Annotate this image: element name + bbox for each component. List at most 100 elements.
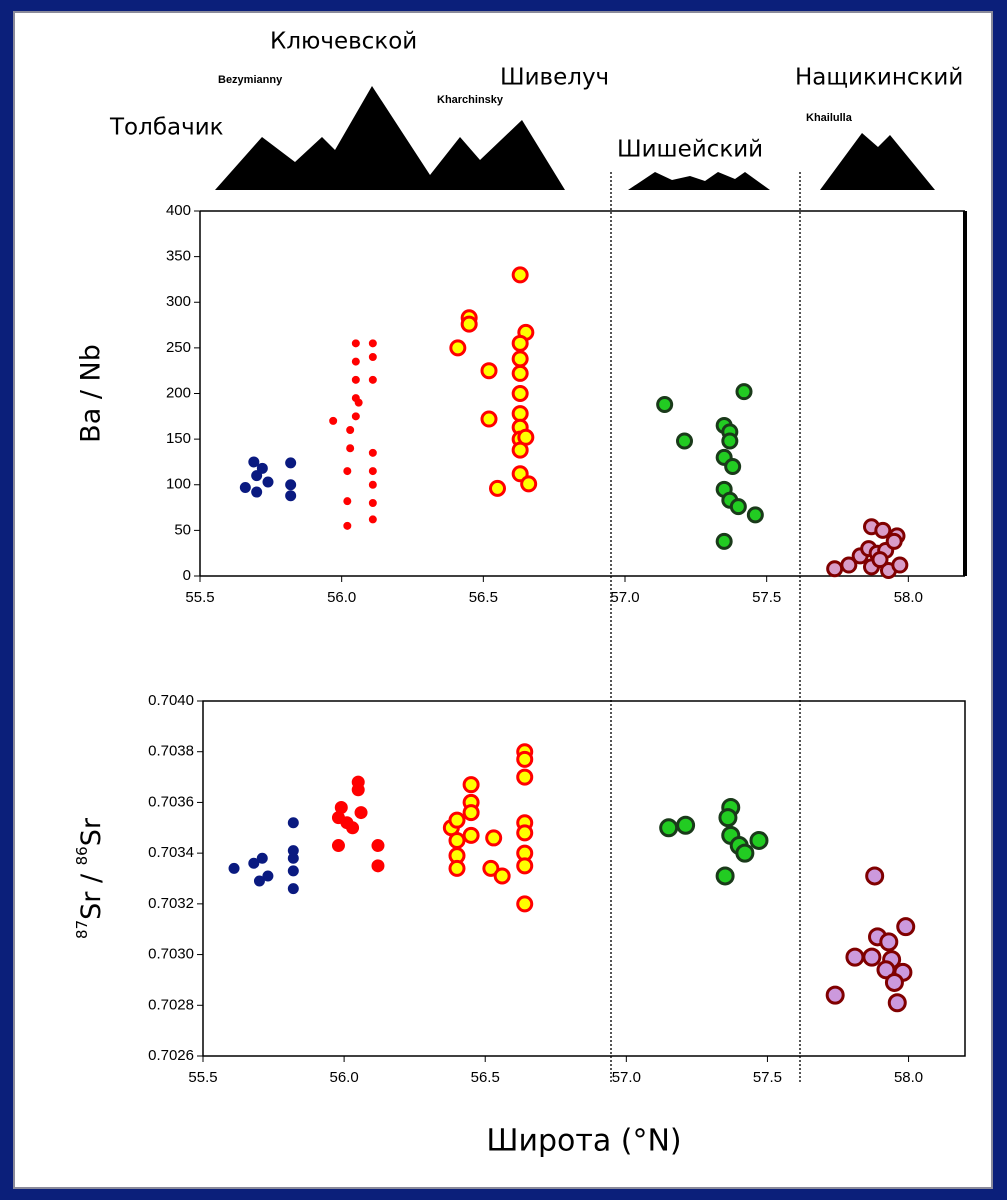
x-tick-label: 57.5 <box>753 1069 782 1086</box>
data-point <box>887 993 907 1013</box>
element-symbol: Sr / <box>76 865 107 920</box>
data-point <box>248 456 260 468</box>
data-point <box>826 560 844 578</box>
data-point <box>253 875 265 887</box>
data-point <box>516 768 534 786</box>
data-point <box>287 817 299 829</box>
data-point <box>343 521 352 530</box>
volcano-label: Нащикинский <box>795 65 963 91</box>
volcano-silhouette <box>628 172 770 190</box>
data-point <box>489 479 506 497</box>
data-point <box>493 867 511 885</box>
data-point <box>845 947 865 967</box>
data-point <box>879 932 899 952</box>
data-point <box>511 364 529 382</box>
data-point <box>825 985 845 1005</box>
y-tick-label: 250 <box>166 339 191 356</box>
data-point <box>724 458 742 475</box>
data-point <box>351 339 360 348</box>
data-point <box>448 831 466 849</box>
y-tick-label: 0.7034 <box>148 844 194 861</box>
data-point <box>462 804 480 822</box>
data-point <box>516 895 534 913</box>
data-point <box>865 866 885 886</box>
element-symbol: Sr <box>76 817 107 846</box>
x-tick-label: 58.0 <box>894 589 923 606</box>
y-tick-label: 0 <box>183 567 191 584</box>
data-point <box>840 556 858 574</box>
data-point <box>659 818 679 838</box>
data-point <box>676 815 696 835</box>
data-point <box>343 497 352 506</box>
data-point <box>516 750 534 768</box>
data-point <box>715 866 735 886</box>
x-tick-label: 57.0 <box>610 589 639 606</box>
data-point <box>462 826 480 844</box>
data-point <box>746 506 764 524</box>
y-axis-label: 87Sr / 86Sr <box>73 817 107 939</box>
data-point <box>329 416 338 425</box>
y-tick-label: 300 <box>166 293 191 310</box>
data-point <box>862 947 882 967</box>
data-point <box>482 859 500 877</box>
data-point <box>346 426 355 434</box>
volcano-label: Шишейский <box>617 137 763 163</box>
volcano-label: Khailulla <box>806 112 853 124</box>
data-point <box>368 448 377 457</box>
y-tick-label: 50 <box>174 521 191 538</box>
x-tick-label: 55.5 <box>188 1069 217 1086</box>
data-point <box>884 972 904 992</box>
data-point <box>351 357 360 366</box>
data-point <box>346 444 355 453</box>
data-point <box>511 334 529 352</box>
data-point <box>285 490 297 502</box>
data-point <box>256 852 268 864</box>
data-point <box>371 859 385 873</box>
data-point <box>368 375 377 384</box>
data-point <box>368 515 377 524</box>
data-point <box>251 470 263 482</box>
y-tick-label: 0.7026 <box>148 1047 194 1064</box>
data-point <box>749 830 769 850</box>
data-point <box>334 801 348 814</box>
data-point <box>885 532 903 550</box>
x-axis-label: Широта (°N) <box>486 1124 681 1159</box>
x-tick-label: 56.0 <box>330 1069 359 1086</box>
x-tick-label: 56.0 <box>327 589 356 606</box>
data-point <box>228 862 240 874</box>
y-tick-label: 0.7040 <box>148 692 194 709</box>
data-point <box>449 339 467 357</box>
data-point <box>871 551 889 569</box>
data-point <box>287 865 299 877</box>
data-point <box>331 839 345 853</box>
data-point <box>511 266 529 284</box>
data-point <box>343 467 352 476</box>
x-tick-label: 57.0 <box>612 1069 641 1086</box>
y-tick-label: 200 <box>166 384 191 401</box>
y-tick-label: 350 <box>166 248 191 265</box>
volcano-silhouette <box>215 86 565 190</box>
data-point <box>351 412 360 421</box>
y-tick-label: 0.7036 <box>148 793 194 810</box>
data-point <box>516 824 534 842</box>
data-point <box>520 475 538 493</box>
data-point <box>516 857 534 875</box>
x-tick-label: 56.5 <box>469 589 498 606</box>
isotope-mass: 87 <box>73 920 91 939</box>
data-point <box>511 385 529 402</box>
data-point <box>448 859 466 877</box>
plot-frame <box>202 700 966 1057</box>
data-point <box>718 808 738 828</box>
data-point <box>874 521 892 539</box>
volcano-label: Ключевской <box>270 29 417 55</box>
x-tick-label: 56.5 <box>471 1069 500 1086</box>
volcano-label: Шивелуч <box>500 65 609 91</box>
data-point <box>251 486 263 498</box>
data-point <box>511 441 529 459</box>
x-tick-label: 58.0 <box>894 1069 923 1086</box>
data-point <box>239 481 251 493</box>
y-tick-label: 0.7030 <box>148 946 194 963</box>
data-point <box>480 362 498 380</box>
y-axis-label: Ba / Nb <box>76 344 107 443</box>
data-point <box>346 821 360 835</box>
